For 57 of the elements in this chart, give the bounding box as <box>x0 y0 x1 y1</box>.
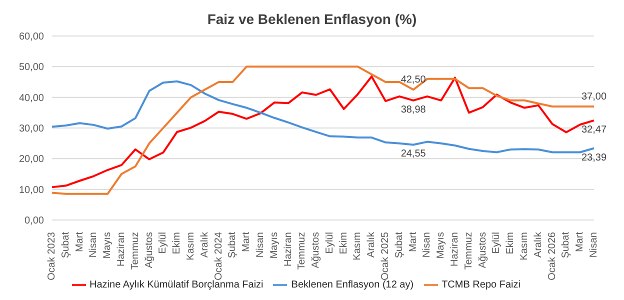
x-tick-label: Ocak 2023 <box>46 232 58 280</box>
y-tick-label: 60,00 <box>18 32 44 43</box>
y-tick-label: 40,00 <box>18 92 44 104</box>
x-tick-label: Kasım <box>352 232 364 260</box>
y-tick-label: 50,00 <box>18 62 44 74</box>
x-tick-label: Ocak 2025 <box>380 232 392 280</box>
x-tick-label: Şubat <box>60 232 72 258</box>
x-tick-label: Nisan <box>88 232 100 258</box>
x-tick-label: Şubat <box>394 232 405 258</box>
x-tick-label: Aralık <box>532 231 544 258</box>
x-tick-label: Mayıs <box>102 232 114 259</box>
x-tick-label: Ağustos <box>310 232 322 268</box>
x-tick-label: Şubat <box>227 232 238 258</box>
x-tick-label: Mart <box>74 232 86 252</box>
x-tick-label: Eylül <box>158 232 169 254</box>
x-tick-label: Haziran <box>116 232 127 266</box>
data-label: 24,55 <box>400 148 426 160</box>
x-tick-label: Haziran <box>282 232 294 266</box>
x-tick-label: Mart <box>241 232 252 252</box>
x-tick-label: Nisan <box>254 232 266 258</box>
y-tick-label: 30,00 <box>18 124 44 135</box>
x-tick-label: Mart <box>574 232 586 252</box>
data-label: 42,50 <box>400 74 426 86</box>
legend-label: Beklenen Enflasyon (12 ay) <box>291 280 414 291</box>
legend-label: Hazine Aylık Kümülatif Borçlanma Faizi <box>90 280 264 291</box>
x-tick-label: Eylül <box>491 232 502 254</box>
x-tick-label: Temmuz <box>296 232 308 270</box>
x-tick-label: Nisan <box>422 232 433 258</box>
x-tick-label: Mayıs <box>268 232 280 259</box>
data-label: 37,00 <box>581 92 607 103</box>
chart-title: Faiz ve Beklenen Enflasyon (%) <box>206 10 418 29</box>
data-label: 23,39 <box>581 152 607 164</box>
x-tick-label: Ağustos <box>144 232 155 268</box>
x-tick-label: Ekim <box>505 232 516 254</box>
y-tick-label: 20,00 <box>18 154 44 166</box>
x-tick-label: Temmuz <box>130 232 141 270</box>
x-tick-label: Aralık <box>366 231 378 258</box>
x-tick-label: Ekim <box>338 232 350 254</box>
y-tick-label: 0,00 <box>24 216 44 227</box>
x-tick-label: Temmuz <box>463 232 474 270</box>
y-tick-label: 10,00 <box>18 184 44 196</box>
x-tick-label: Nisan <box>588 232 600 258</box>
x-tick-label: Eylül <box>324 232 336 254</box>
x-tick-label: Aralık <box>199 231 210 258</box>
legend-label: TCMB Repo Faizi <box>442 280 520 291</box>
x-tick-label: Ekim <box>172 232 183 254</box>
x-tick-label: Mart <box>408 232 419 252</box>
x-tick-label: Ocak 2024 <box>213 232 224 280</box>
x-tick-label: Haziran <box>450 232 461 266</box>
data-label: 32,47 <box>581 124 607 136</box>
data-label: 38,98 <box>400 104 426 116</box>
x-tick-label: Ağustos <box>477 232 488 268</box>
x-tick-label: Kasım <box>185 232 196 260</box>
x-tick-label: Kasım <box>519 232 530 260</box>
x-tick-label: Ocak 2026 <box>546 232 558 280</box>
x-tick-label: Mayıs <box>436 232 447 259</box>
x-tick-label: Şubat <box>560 232 572 258</box>
